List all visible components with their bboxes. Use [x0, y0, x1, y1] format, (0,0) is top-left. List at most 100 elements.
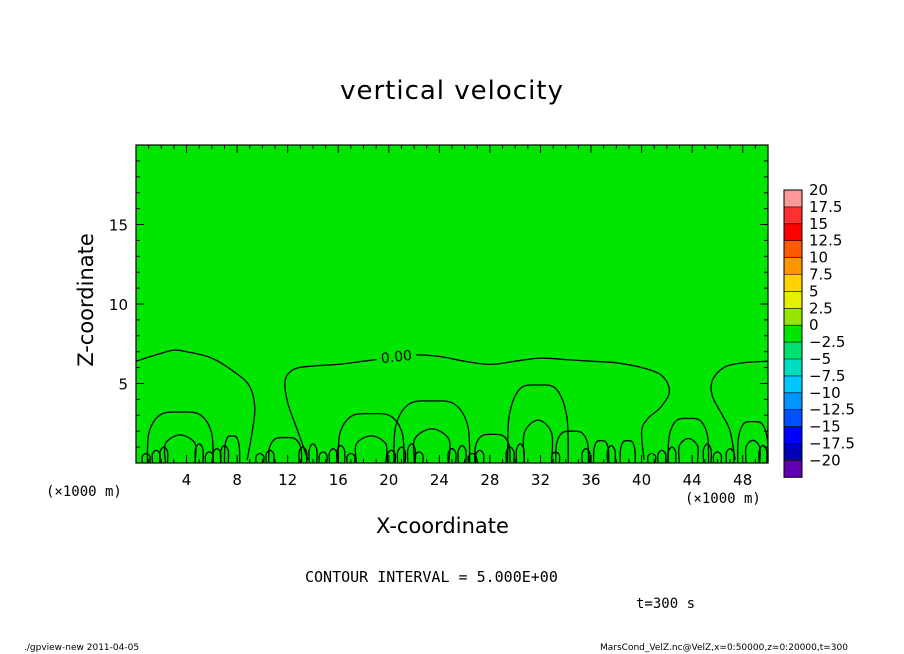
- colorbar-swatch: [784, 223, 802, 241]
- contour-small-cell-28: [646, 452, 657, 463]
- contour-line-zero-middle: [284, 354, 671, 461]
- contour-small-cell-26: [581, 448, 591, 463]
- contour-cell-inner-6: [522, 419, 554, 463]
- contour-cell-11: [737, 420, 769, 463]
- colorbar-swatch: [784, 392, 802, 410]
- x-axis-label: X-coordinate: [376, 514, 509, 538]
- contour-small-cell-7: [255, 452, 265, 463]
- contour-cell-inner-10: [677, 437, 699, 463]
- colorbar-label: −10: [809, 384, 841, 402]
- colorbar-label: −15: [809, 418, 841, 436]
- colorbar-swatch: [784, 190, 802, 207]
- contour-small-cell-6: [219, 444, 230, 463]
- contour-cell-1: [223, 435, 241, 463]
- x-tick-label: 24: [430, 471, 449, 489]
- colorbar-swatch: [784, 325, 802, 343]
- colorbar-label: 0: [809, 316, 819, 334]
- colorbar-swatch: [784, 291, 802, 309]
- contour-cell-10: [667, 417, 710, 463]
- x-tick-label: 32: [531, 471, 550, 489]
- contour-small-cell-3: [194, 443, 204, 463]
- colorbar-label: 7.5: [809, 266, 833, 284]
- contour-cell-0: [146, 411, 214, 463]
- x-tick-label: 36: [581, 471, 600, 489]
- contour-small-cell-16: [396, 446, 407, 463]
- contour-small-cell-13: [336, 444, 346, 463]
- colorbar-swatch: [784, 274, 802, 292]
- contour-line-zero-left: [135, 349, 256, 460]
- colorbar-swatch: [784, 206, 802, 224]
- contour-small-cell-34: [758, 444, 768, 463]
- colorbar-label: −17.5: [809, 435, 855, 453]
- contour-cell-9: [619, 440, 636, 463]
- colorbar-swatch: [784, 443, 802, 461]
- x-tick-label: 8: [232, 471, 242, 489]
- contour-small-cell-32: [712, 451, 723, 463]
- colorbar-label: −2.5: [809, 333, 845, 351]
- contour-small-cell-27: [606, 444, 617, 463]
- x-tick-label: 16: [329, 471, 348, 489]
- contour-cell-3: [337, 412, 405, 463]
- y-tick-label: 5: [118, 376, 128, 394]
- time-text: t=300 s: [636, 596, 696, 612]
- colorbar-swatch: [784, 375, 802, 393]
- contour-label: 0.00: [380, 348, 413, 367]
- y-tick-label: 15: [109, 217, 128, 235]
- contour-small-cell-29: [657, 449, 667, 463]
- colorbar-label: −5: [809, 350, 831, 368]
- contour-cell-inner-3: [354, 435, 388, 463]
- contour-small-cell-20: [457, 444, 467, 463]
- colorbar-swatch: [784, 240, 802, 258]
- colorbar-label: 15: [809, 215, 828, 233]
- x-tick-label: 48: [733, 471, 752, 489]
- contour-cell-6: [506, 384, 569, 463]
- contour-line-zero-right: [710, 360, 769, 460]
- colorbar-label: 2.5: [809, 299, 833, 317]
- colorbar-label: −20: [809, 451, 841, 469]
- colorbar-swatch: [784, 257, 802, 275]
- contour-cell-7: [554, 430, 590, 463]
- contour-interval-text: CONTOUR INTERVAL = 5.000E+00: [305, 568, 558, 586]
- colorbar-label: 17.5: [809, 198, 842, 216]
- contour-small-cell-2: [159, 446, 169, 463]
- x-tick-label: 40: [632, 471, 651, 489]
- contour-small-cell-25: [550, 451, 561, 463]
- x-axis-unit-right: (×1000 m): [685, 491, 761, 507]
- contour-small-cell-19: [447, 448, 457, 463]
- contour-small-cell-24: [515, 443, 525, 463]
- contour-cell-4: [393, 400, 471, 463]
- contour-small-cell-31: [702, 443, 713, 463]
- chart-title: vertical velocity: [340, 76, 564, 106]
- plot-fill: [136, 145, 768, 463]
- footer-left-text: ./gpview-new 2011-04-05: [24, 643, 140, 653]
- x-tick-label: 12: [278, 471, 297, 489]
- x-tick-label: 28: [480, 471, 499, 489]
- contour-small-cell-22: [475, 449, 485, 463]
- footer-right-text: MarsCond_VelZ.nc@VelZ,x=0:50000,z=0:2000…: [600, 643, 848, 653]
- colorbar-label: 5: [809, 282, 819, 300]
- contour-small-cell-8: [265, 449, 275, 463]
- contour-small-cell-18: [414, 451, 424, 463]
- colorbar-label: 12.5: [809, 232, 842, 250]
- contour-small-cell-0: [141, 452, 151, 463]
- contour-small-cell-30: [667, 446, 677, 463]
- contour-label-bg: [375, 345, 417, 365]
- colorbar-label: 10: [809, 249, 828, 267]
- colorbar-swatch: [784, 308, 802, 326]
- contour-small-cell-14: [346, 452, 356, 463]
- contour-cell-inner-11: [744, 439, 761, 463]
- colorbar-label: −7.5: [809, 367, 845, 385]
- colorbar-swatch: [784, 426, 802, 444]
- x-axis-unit-left: (×1000 m): [46, 484, 122, 500]
- colorbar-swatch: [784, 342, 802, 359]
- contour-small-cell-23: [505, 446, 515, 463]
- x-tick-label: 20: [379, 471, 398, 489]
- contour-cell-5: [474, 433, 511, 463]
- colorbar-swatch: [784, 359, 802, 376]
- colorbar-swatch: [784, 460, 802, 478]
- y-tick-label: 10: [109, 296, 128, 314]
- contour-small-cell-11: [318, 451, 328, 463]
- x-tick-label: 44: [683, 471, 702, 489]
- contour-small-cell-9: [298, 446, 308, 463]
- colorbar-swatch: [784, 409, 802, 427]
